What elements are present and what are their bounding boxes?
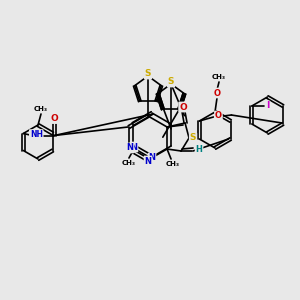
Text: N: N [126, 143, 134, 152]
Text: N: N [148, 154, 155, 163]
Text: S: S [145, 70, 151, 79]
Text: CH₃: CH₃ [122, 160, 136, 166]
Text: O: O [214, 88, 220, 98]
Text: CH₃: CH₃ [34, 106, 48, 112]
Text: CH₃: CH₃ [212, 74, 226, 80]
Text: O: O [215, 112, 222, 121]
Text: O: O [179, 103, 187, 112]
Text: N: N [145, 157, 152, 166]
Text: NH: NH [30, 130, 43, 139]
Text: CH₃: CH₃ [166, 161, 180, 167]
Text: N: N [130, 142, 137, 152]
Text: I: I [266, 101, 269, 110]
Text: S: S [190, 134, 196, 142]
Text: H: H [196, 145, 202, 154]
Text: O: O [50, 114, 58, 123]
Text: S: S [168, 77, 174, 86]
